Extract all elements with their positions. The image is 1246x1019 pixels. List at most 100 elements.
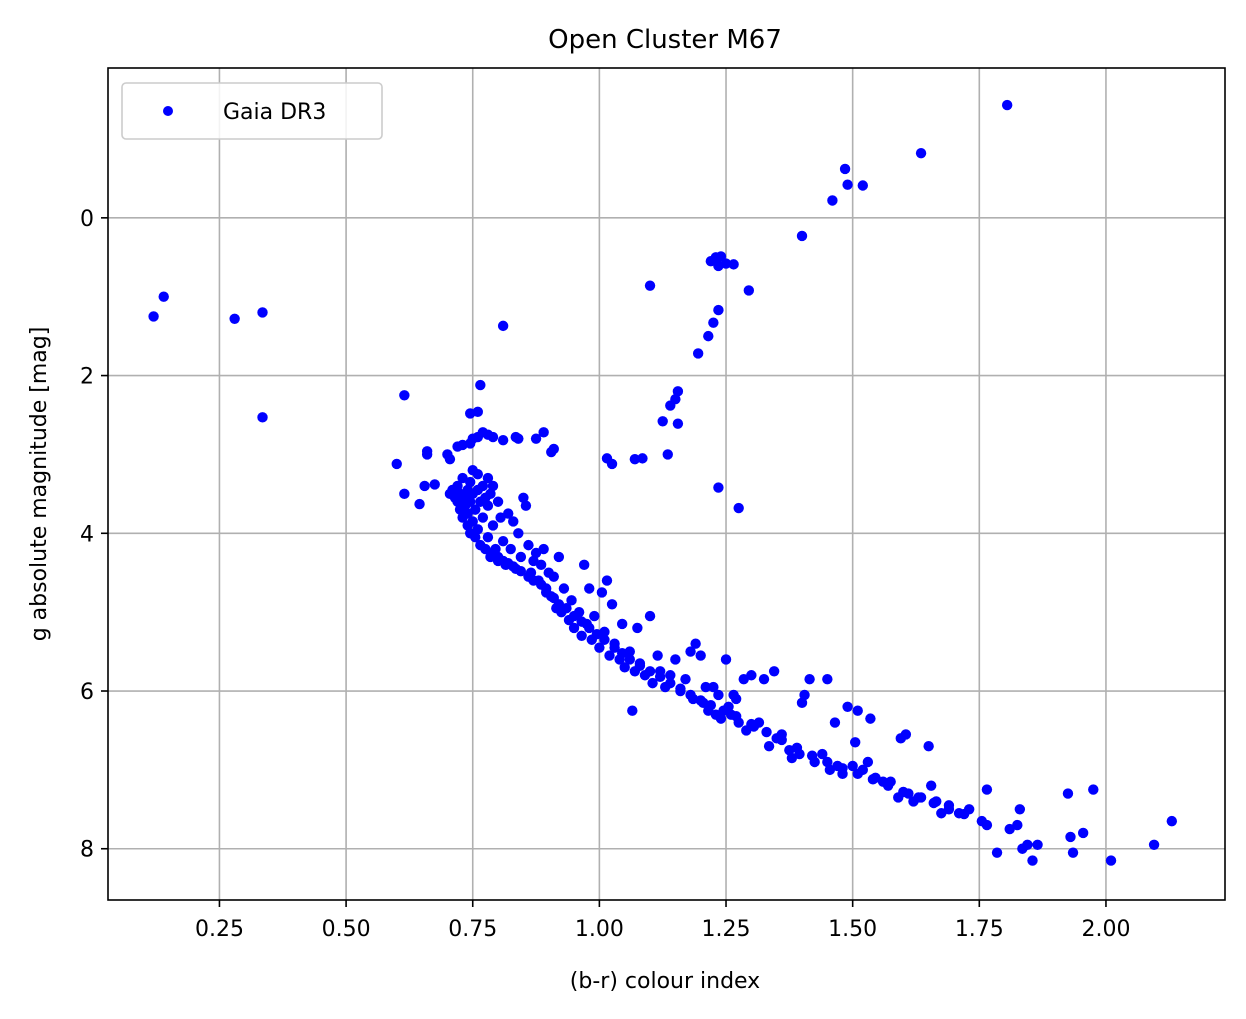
data-point: [568, 622, 580, 634]
data-point: [796, 230, 808, 242]
data-point: [538, 427, 549, 438]
data-point: [601, 575, 613, 586]
data-point: [713, 304, 724, 316]
data-point: [589, 610, 600, 622]
data-point: [981, 784, 993, 795]
data-point: [913, 792, 924, 803]
legend-marker-gaia-dr3: [163, 106, 173, 116]
data-point: [619, 662, 630, 673]
data-point: [718, 705, 729, 716]
data-point: [842, 179, 853, 190]
plot-area-frame: [107, 67, 1226, 901]
data-point: [862, 756, 874, 768]
data-point: [229, 313, 240, 324]
data-point: [665, 670, 676, 681]
x-tick-label: 0.50: [322, 917, 371, 942]
data-point: [627, 705, 638, 716]
data-point: [728, 259, 739, 270]
data-point: [882, 780, 894, 791]
y-tick-label: 2: [80, 365, 94, 390]
data-point: [695, 650, 706, 661]
data-point: [584, 622, 595, 634]
data-point: [743, 285, 755, 296]
data-point: [705, 700, 717, 711]
data-point: [414, 498, 425, 510]
data-point: [713, 260, 724, 272]
data-point: [827, 195, 838, 206]
data-point: [477, 480, 489, 492]
data-point: [900, 729, 912, 740]
data-point: [513, 433, 524, 444]
data-point: [487, 480, 499, 492]
data-point: [690, 638, 701, 649]
data-point: [508, 561, 519, 572]
data-point: [566, 595, 577, 606]
data-point: [508, 516, 519, 527]
data-point: [158, 291, 169, 302]
data-point: [943, 804, 955, 815]
y-axis: 0 2 4 6 8: [80, 207, 108, 863]
x-tick-label: 0.75: [448, 917, 497, 942]
data-point: [472, 524, 484, 535]
data-point: [470, 532, 481, 543]
data-point: [578, 559, 590, 571]
data-point: [1014, 804, 1026, 815]
x-axis-title: (b-r) colour index: [570, 969, 760, 994]
x-tick-label: 0.25: [195, 917, 244, 942]
data-point: [695, 695, 706, 706]
data-point: [523, 539, 534, 551]
data-point: [981, 819, 993, 831]
data-point: [776, 734, 787, 746]
data-point: [839, 163, 851, 175]
data-point: [419, 480, 430, 492]
data-point: [584, 583, 595, 594]
data-point: [1077, 827, 1089, 839]
data-point: [852, 705, 863, 716]
data-point: [482, 500, 494, 511]
data-point: [606, 599, 618, 610]
data-point: [497, 435, 509, 446]
x-tick-label: 1.00: [575, 917, 624, 942]
data-point: [1088, 784, 1099, 795]
data-point: [1067, 847, 1079, 858]
data-point: [616, 618, 628, 630]
data-point: [596, 587, 608, 598]
data-point: [616, 647, 628, 659]
data-point: [708, 317, 719, 328]
data-point: [632, 622, 643, 634]
data-point: [665, 677, 676, 689]
y-tick-label: 8: [80, 838, 94, 863]
data-point: [518, 492, 529, 504]
data-point: [842, 701, 853, 712]
data-point: [472, 406, 484, 418]
data-point: [465, 496, 476, 507]
data-point: [915, 147, 927, 159]
data-point: [444, 453, 456, 465]
data-point: [672, 386, 684, 397]
data-point: [487, 520, 499, 531]
data-point: [257, 412, 268, 423]
data-point: [705, 256, 717, 267]
data-point: [591, 629, 603, 640]
data-point: [1032, 839, 1043, 850]
data-point: [558, 583, 570, 594]
data-point: [576, 616, 587, 627]
data-point: [991, 847, 1003, 858]
data-point: [1062, 788, 1074, 799]
data-point: [470, 504, 481, 515]
data-point: [568, 610, 580, 622]
legend: Gaia DR3: [121, 82, 383, 140]
data-point: [452, 480, 463, 492]
data-point: [497, 535, 509, 547]
data-point: [472, 468, 484, 480]
data-point: [561, 603, 572, 614]
data-point: [644, 666, 656, 677]
y-tick-label: 4: [80, 522, 94, 547]
data-point: [475, 379, 486, 391]
data-point: [817, 748, 828, 760]
x-tick-label: 1.50: [828, 917, 877, 942]
data-point: [647, 677, 658, 689]
data-point: [662, 449, 673, 460]
